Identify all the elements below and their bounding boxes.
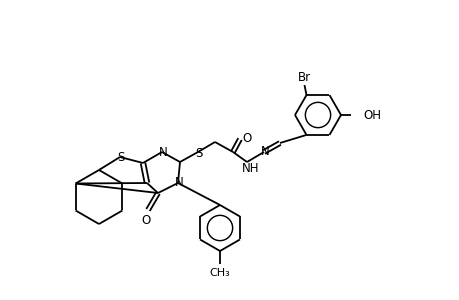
- Text: Br: Br: [297, 70, 310, 84]
- Text: N: N: [158, 146, 167, 158]
- Text: S: S: [117, 151, 124, 164]
- Text: N: N: [174, 176, 183, 190]
- Text: N: N: [260, 145, 269, 158]
- Text: NH: NH: [241, 161, 259, 175]
- Text: OH: OH: [362, 109, 380, 122]
- Text: O: O: [242, 131, 251, 145]
- Text: S: S: [195, 146, 202, 160]
- Text: O: O: [141, 214, 150, 227]
- Text: CH₃: CH₃: [209, 268, 230, 278]
